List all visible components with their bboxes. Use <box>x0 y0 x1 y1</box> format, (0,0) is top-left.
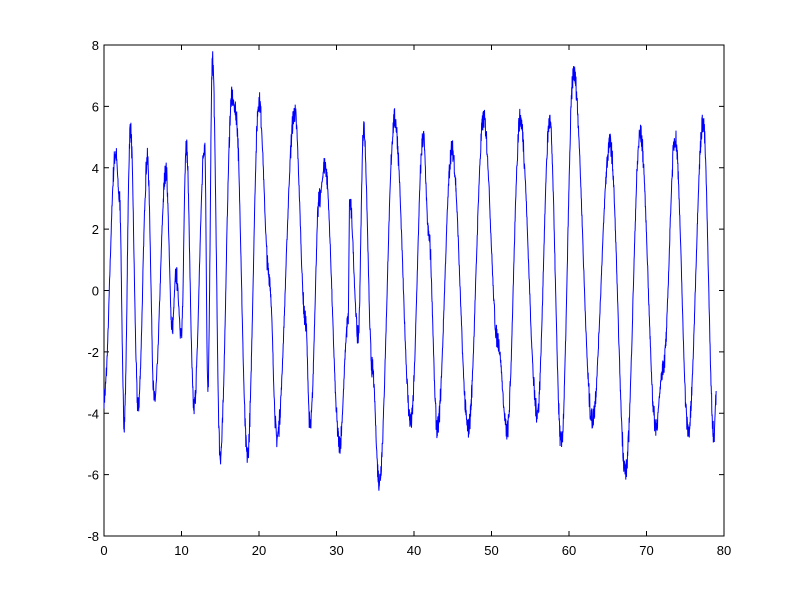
y-tick-labels: -8 -6 -4 -2 0 2 4 6 8 <box>87 38 99 544</box>
series-line <box>103 51 717 491</box>
x-tick-label: 0 <box>100 543 107 558</box>
y-tick-label: 2 <box>92 222 99 237</box>
x-tick-label: 20 <box>252 543 266 558</box>
x-tick-label: 80 <box>717 543 731 558</box>
y-tick-label: -4 <box>87 406 99 421</box>
x-tick-labels: 0 10 20 30 40 50 60 70 80 <box>100 543 731 558</box>
y-tick-label: 6 <box>92 99 99 114</box>
x-tick-label: 30 <box>329 543 343 558</box>
y-tick-label: -2 <box>87 345 99 360</box>
y-tick-label: 0 <box>92 284 99 299</box>
y-tick-label: -8 <box>87 529 99 544</box>
y-tick-label: 4 <box>92 161 99 176</box>
x-tick-label: 70 <box>639 543 653 558</box>
y-tick-label: 8 <box>92 38 99 53</box>
x-tick-label: 60 <box>562 543 576 558</box>
x-tick-label: 50 <box>484 543 498 558</box>
x-tick-label: 40 <box>407 543 421 558</box>
axes-box <box>103 44 725 537</box>
y-tick-label: -6 <box>87 468 99 483</box>
ticks <box>103 44 725 537</box>
x-tick-label: 10 <box>174 543 188 558</box>
